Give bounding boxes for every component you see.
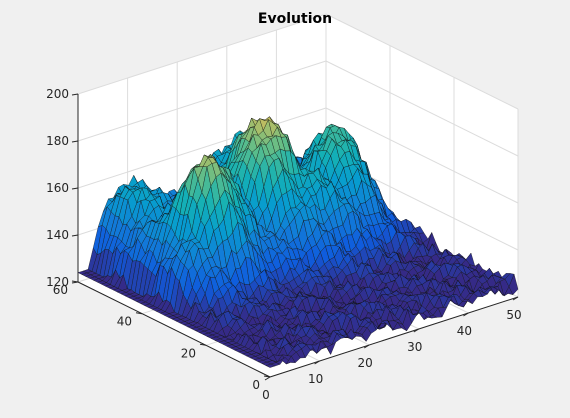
x-tick-mark — [363, 344, 370, 349]
x-tick-label: 0 — [262, 388, 270, 402]
y-tick-label: 40 — [117, 315, 132, 329]
y-tick-label: 60 — [53, 283, 68, 297]
y-tick-mark — [199, 343, 207, 346]
z-tick-mark — [71, 281, 79, 284]
x-tick-label: 50 — [506, 308, 521, 322]
x-axis-line — [269, 296, 519, 378]
x-tick-mark — [512, 296, 519, 301]
x-tick-mark — [463, 312, 469, 317]
x-tick-mark — [264, 376, 271, 381]
z-tick-label: 200 — [46, 87, 69, 101]
z-tick-label: 120 — [46, 275, 69, 289]
z-tick-mark — [71, 234, 79, 237]
x-tick-mark — [314, 360, 320, 365]
x-tick-label: 20 — [358, 356, 373, 370]
y-tick-mark — [135, 312, 143, 315]
chart-title: Evolution — [258, 11, 332, 27]
y-axis-line — [77, 281, 271, 378]
x-tick-label: 30 — [407, 340, 422, 354]
grid-wall-z — [77, 13, 327, 95]
grid-wall-z — [77, 107, 327, 189]
z-tick-label: 160 — [46, 181, 69, 195]
z-tick-label: 140 — [46, 228, 69, 242]
axes-lines — [71, 93, 519, 381]
x-tick-mark — [413, 328, 420, 333]
z-tick-mark — [71, 187, 79, 190]
y-tick-label: 0 — [252, 378, 260, 392]
x-tick-label: 10 — [308, 372, 323, 386]
surface — [77, 116, 519, 368]
grid-wall-z — [77, 60, 327, 142]
surface-cell — [508, 274, 519, 295]
z-tick-mark — [71, 93, 79, 96]
grid-wall-z — [325, 13, 519, 110]
y-tick-label: 20 — [181, 346, 196, 360]
z-tick-label: 180 — [46, 134, 69, 148]
y-tick-mark — [263, 375, 271, 378]
x-tick-label: 40 — [457, 324, 472, 338]
grid-wall-z — [325, 60, 519, 157]
z-tick-mark — [71, 140, 79, 143]
grid-wall-z — [325, 107, 519, 204]
